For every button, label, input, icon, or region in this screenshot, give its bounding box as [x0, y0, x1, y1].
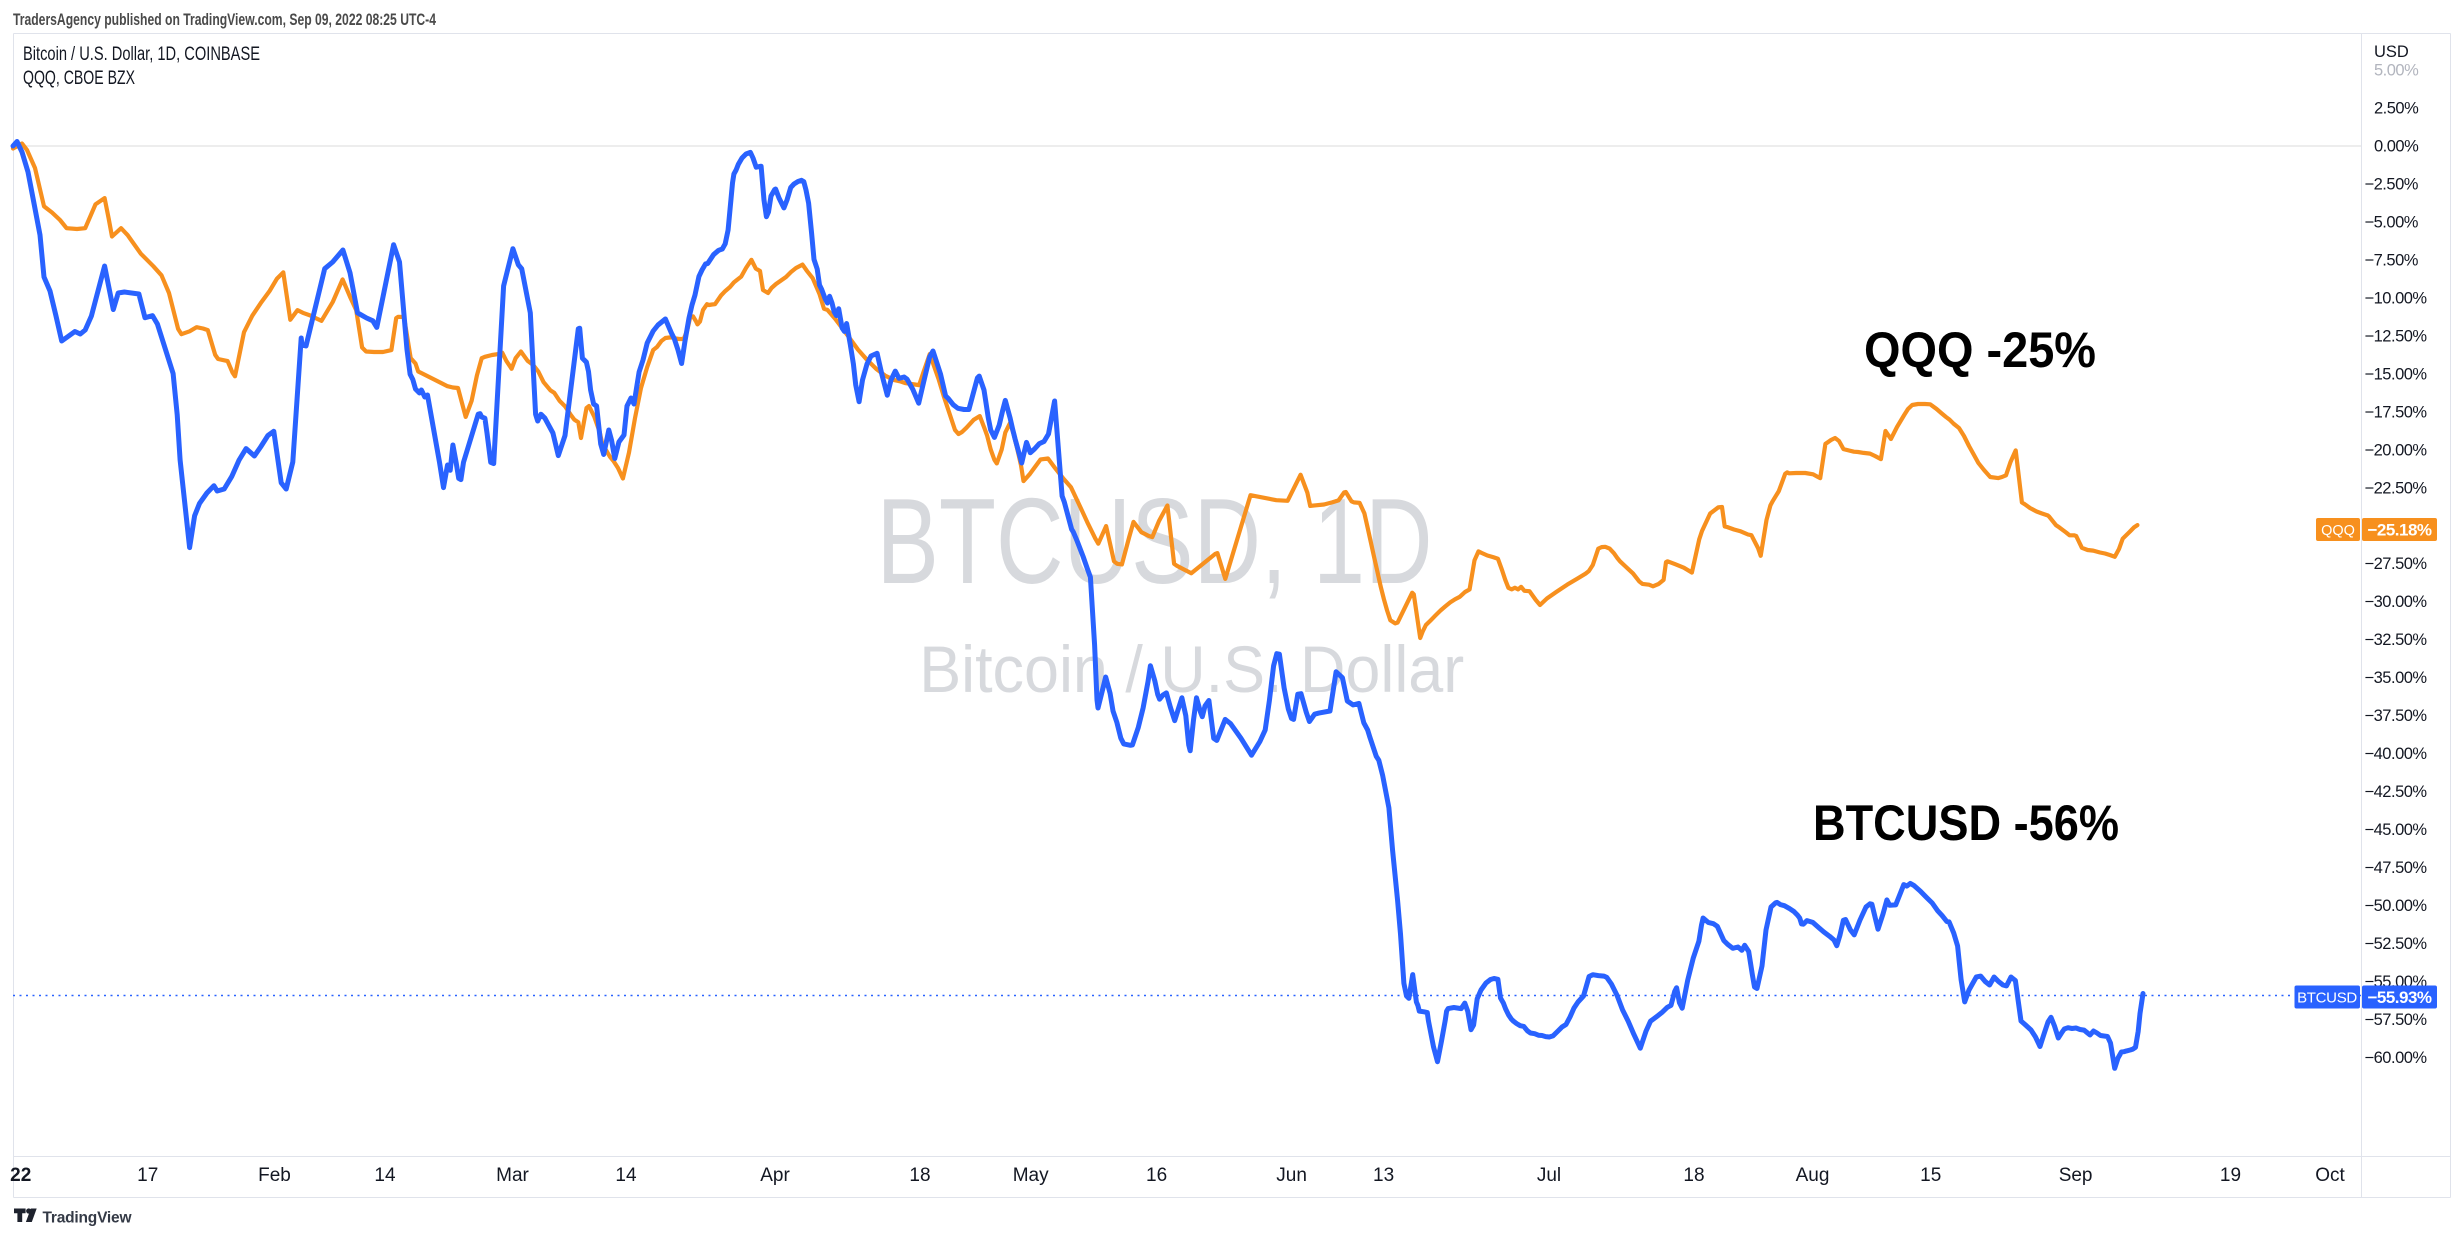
svg-text:Mar: Mar: [496, 1165, 529, 1186]
svg-text:16: 16: [1146, 1165, 1167, 1186]
svg-text:BTCUSD: BTCUSD: [2297, 990, 2357, 1007]
svg-text:Bitcoin / U.S. Dollar, 1D, COI: Bitcoin / U.S. Dollar, 1D, COINBASE: [23, 44, 260, 65]
svg-text:−50.00%: −50.00%: [2365, 897, 2428, 915]
svg-text:Apr: Apr: [760, 1165, 790, 1186]
svg-text:TradersAgency published on Tra: TradersAgency published on TradingView.c…: [13, 11, 437, 29]
svg-text:−22.50%: −22.50%: [2365, 479, 2428, 497]
svg-text:14: 14: [374, 1165, 396, 1186]
svg-text:QQQ: QQQ: [2321, 523, 2355, 539]
svg-text:TradingView: TradingView: [43, 1210, 133, 1227]
svg-text:−27.50%: −27.50%: [2365, 555, 2428, 573]
svg-text:15: 15: [1920, 1165, 1941, 1186]
svg-text:19: 19: [2220, 1165, 2241, 1186]
svg-text:−32.50%: −32.50%: [2365, 631, 2428, 649]
svg-text:−57.50%: −57.50%: [2365, 1011, 2428, 1029]
svg-text:BTCUSD -56%: BTCUSD -56%: [1813, 795, 2119, 851]
svg-text:−45.00%: −45.00%: [2365, 821, 2428, 839]
svg-text:−60.00%: −60.00%: [2365, 1049, 2428, 1067]
svg-text:−12.50%: −12.50%: [2365, 327, 2428, 345]
svg-text:Aug: Aug: [1796, 1165, 1830, 1186]
svg-text:Oct: Oct: [2315, 1165, 2345, 1186]
svg-text:0.00%: 0.00%: [2374, 138, 2419, 156]
svg-text:Sep: Sep: [2059, 1165, 2093, 1186]
svg-text:−52.50%: −52.50%: [2365, 935, 2428, 953]
svg-text:May: May: [1013, 1165, 1049, 1186]
svg-text:−55.93%: −55.93%: [2367, 988, 2431, 1007]
svg-text:Bitcoin / U.S. Dollar: Bitcoin / U.S. Dollar: [919, 632, 1464, 706]
svg-text:−37.50%: −37.50%: [2365, 707, 2428, 725]
svg-text:18: 18: [1683, 1165, 1704, 1186]
svg-text:14: 14: [615, 1165, 637, 1186]
svg-text:17: 17: [137, 1165, 158, 1186]
svg-text:QQQ -25%: QQQ -25%: [1864, 322, 2096, 378]
svg-text:−5.00%: −5.00%: [2365, 213, 2419, 231]
svg-text:QQQ, CBOE BZX: QQQ, CBOE BZX: [23, 68, 135, 89]
svg-text:−40.00%: −40.00%: [2365, 745, 2428, 763]
svg-text:−30.00%: −30.00%: [2365, 593, 2428, 611]
svg-text:−10.00%: −10.00%: [2365, 289, 2428, 307]
svg-text:5.00%: 5.00%: [2374, 62, 2419, 80]
svg-text:22: 22: [10, 1165, 31, 1186]
svg-text:−25.18%: −25.18%: [2367, 521, 2431, 540]
svg-text:Jun: Jun: [1276, 1165, 1307, 1186]
svg-text:USD: USD: [2374, 43, 2409, 61]
svg-text:Jul: Jul: [1537, 1165, 1561, 1186]
svg-text:2.50%: 2.50%: [2374, 100, 2419, 118]
svg-text:−20.00%: −20.00%: [2365, 441, 2428, 459]
svg-text:−2.50%: −2.50%: [2365, 176, 2419, 194]
svg-text:−15.00%: −15.00%: [2365, 365, 2428, 383]
svg-text:−35.00%: −35.00%: [2365, 669, 2428, 687]
svg-text:−17.50%: −17.50%: [2365, 403, 2428, 421]
svg-text:−7.50%: −7.50%: [2365, 251, 2419, 269]
svg-text:Feb: Feb: [258, 1165, 291, 1186]
svg-text:−47.50%: −47.50%: [2365, 859, 2428, 877]
svg-text:18: 18: [909, 1165, 930, 1186]
svg-text:−42.50%: −42.50%: [2365, 783, 2428, 801]
svg-text:13: 13: [1373, 1165, 1394, 1186]
